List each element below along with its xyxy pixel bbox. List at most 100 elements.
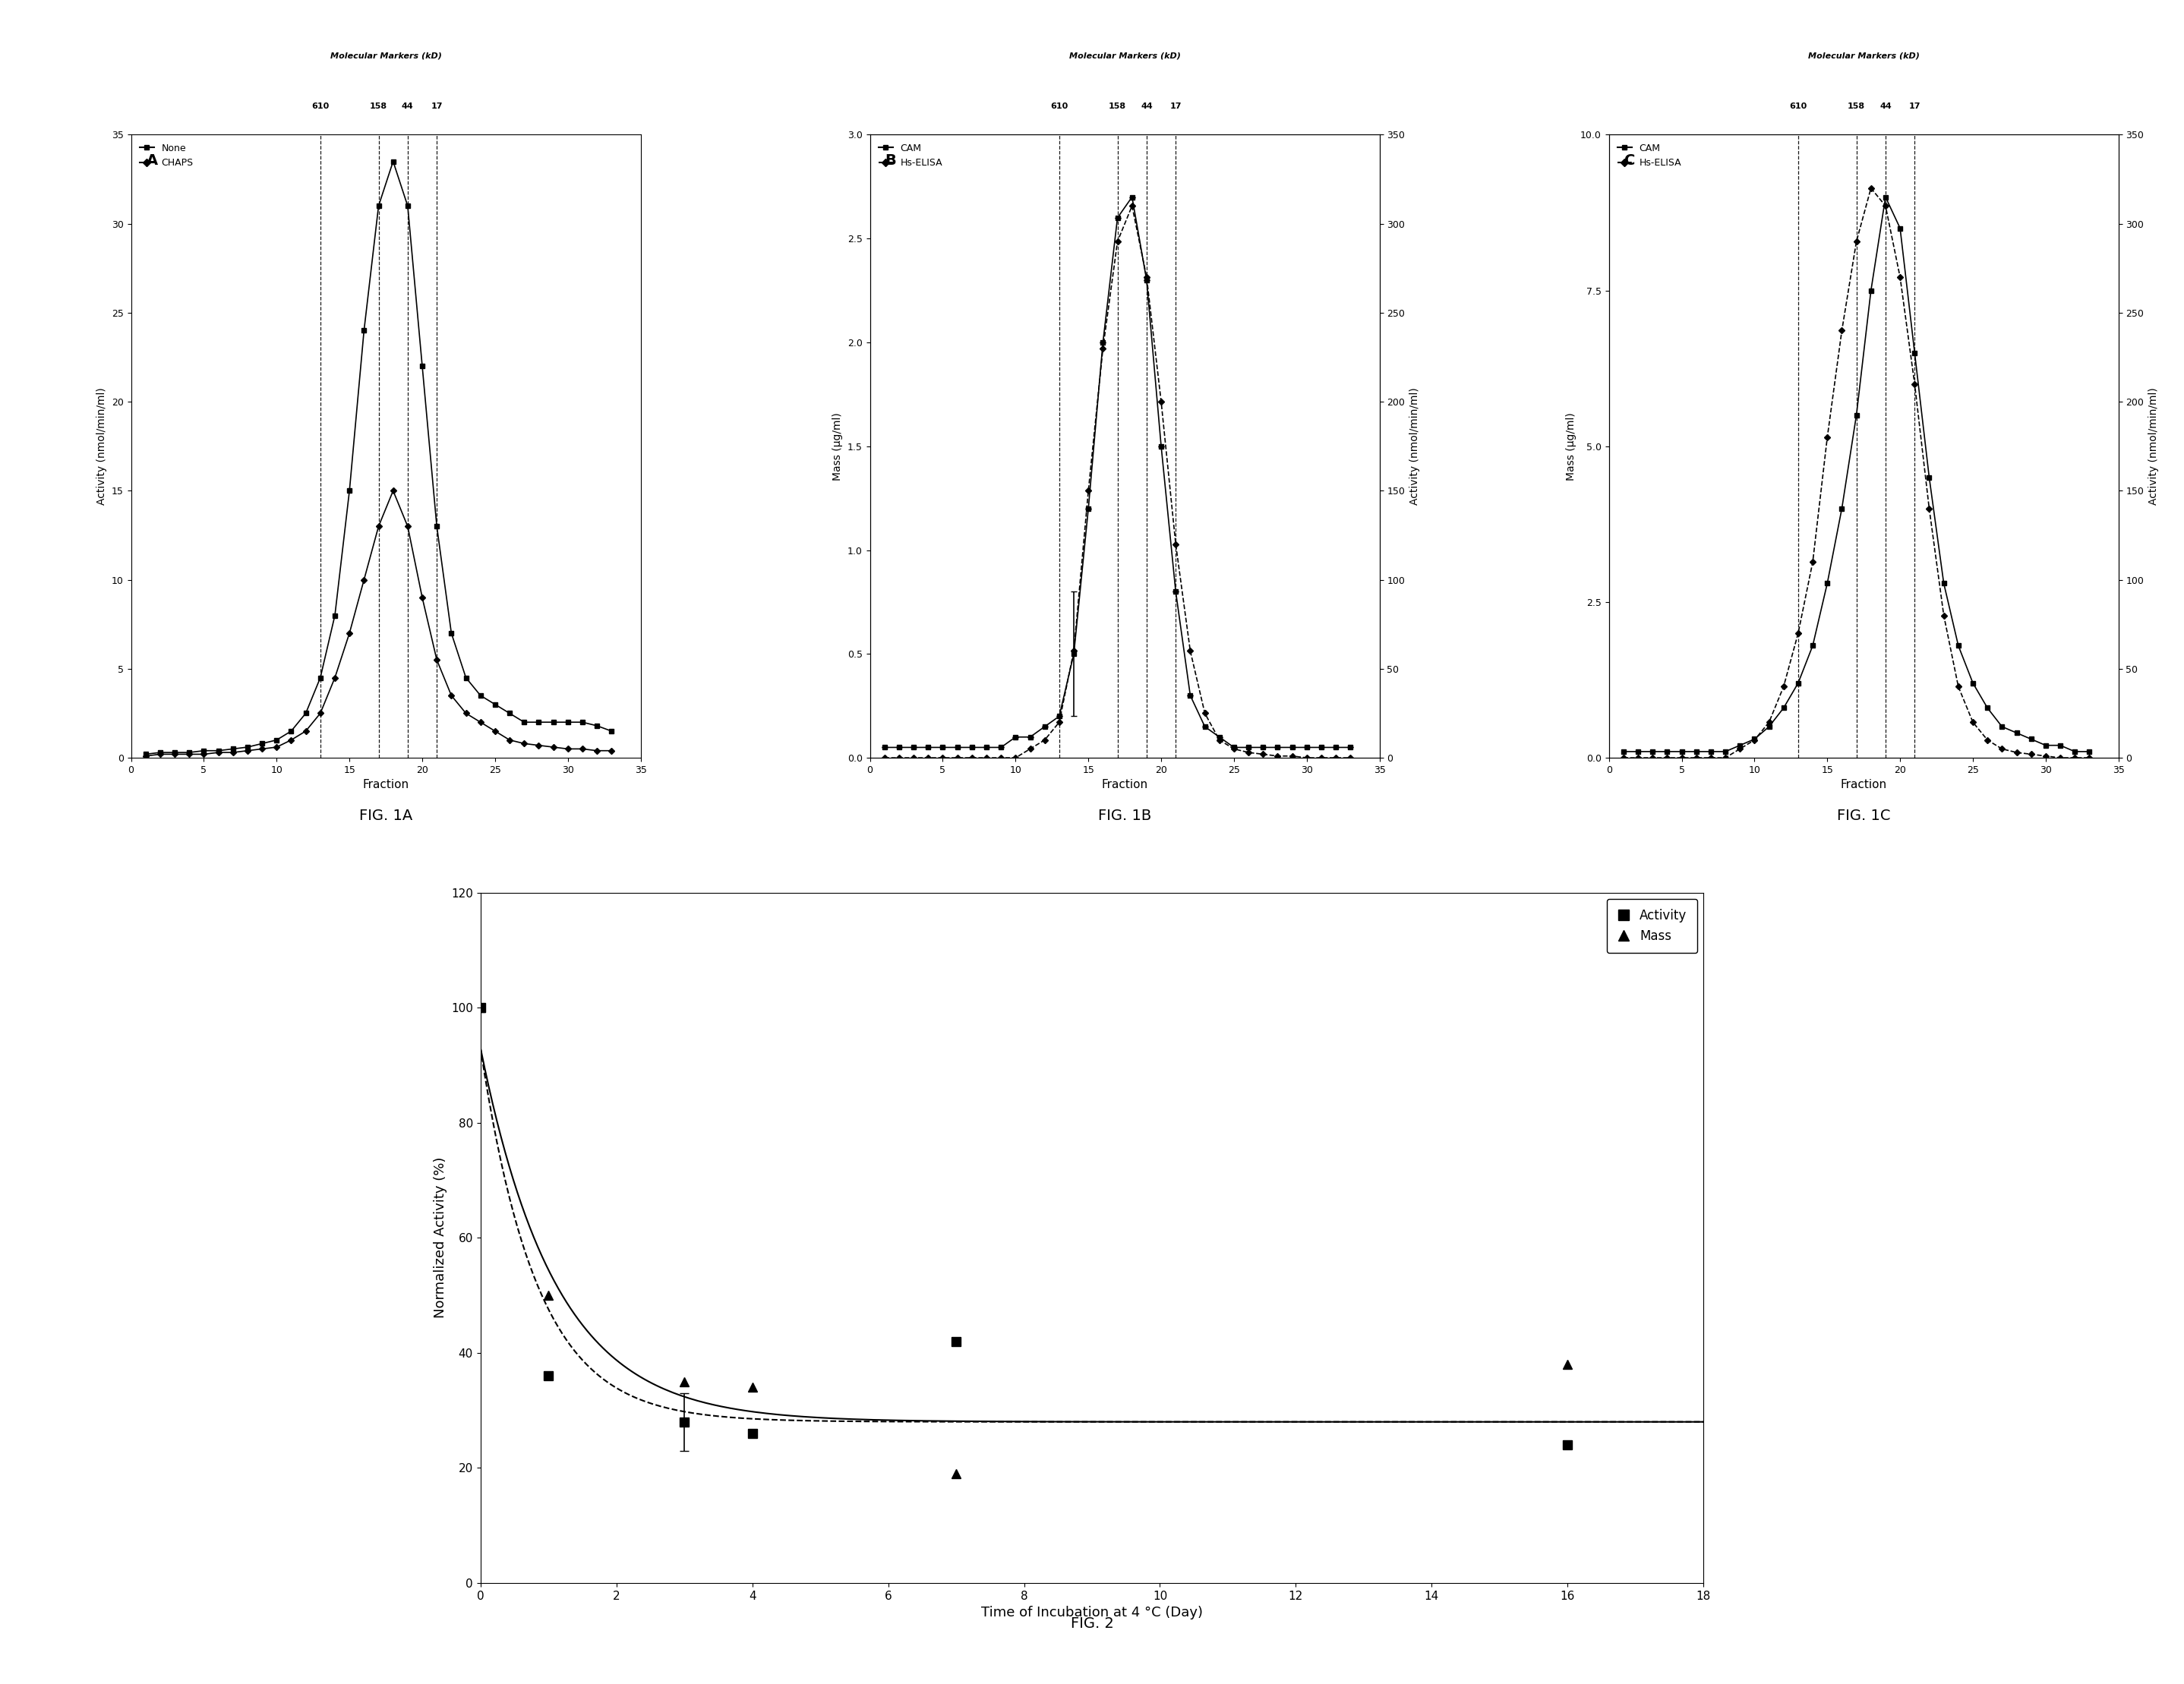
Hs-ELISA	[2003, 743, 2029, 763]
Legend: None, CHAPS: None, CHAPS	[135, 140, 197, 172]
Hs-ELISA	[1771, 677, 1797, 697]
None	[424, 517, 450, 537]
Hs-ELISA	[1192, 704, 1219, 724]
CHAPS	[264, 738, 290, 758]
CHAPS	[277, 729, 304, 749]
None	[570, 712, 596, 733]
Hs-ELISA	[1684, 748, 1710, 768]
Hs-ELISA	[1974, 729, 2001, 749]
None	[511, 712, 537, 733]
Text: B: B	[885, 153, 895, 168]
CHAPS	[598, 741, 625, 761]
CHAPS	[380, 480, 406, 500]
None	[365, 195, 391, 216]
Hs-ELISA	[1324, 748, 1350, 768]
Text: 44: 44	[1880, 103, 1891, 109]
Hs-ELISA	[1697, 748, 1723, 768]
Hs-ELISA	[915, 748, 941, 768]
Hs-ELISA	[1728, 739, 1754, 759]
CHAPS	[408, 588, 435, 608]
CAM	[1756, 717, 1782, 738]
Line: Hs-ELISA: Hs-ELISA	[1621, 185, 2092, 759]
CAM	[1872, 187, 1898, 207]
Text: Molecular Markers (kD): Molecular Markers (kD)	[1068, 52, 1182, 61]
Hs-ELISA	[1887, 268, 1913, 288]
Mass	[738, 1378, 764, 1398]
Hs-ELISA	[1031, 729, 1057, 749]
None	[467, 685, 494, 706]
Text: 44: 44	[1140, 103, 1153, 109]
Hs-ELISA	[1337, 748, 1363, 768]
None	[526, 712, 553, 733]
Hs-ELISA	[1640, 748, 1666, 768]
Text: Molecular Markers (kD): Molecular Markers (kD)	[330, 52, 441, 61]
None	[598, 721, 625, 741]
X-axis label: Fraction: Fraction	[363, 780, 408, 791]
Hs-ELISA	[930, 748, 957, 768]
CAM	[1887, 217, 1913, 237]
Text: 17: 17	[1909, 103, 1920, 109]
Mass	[535, 1285, 561, 1305]
Hs-ELISA	[1756, 712, 1782, 733]
CHAPS	[234, 741, 260, 761]
Mass	[1555, 1354, 1581, 1374]
Hs-ELISA	[2077, 748, 2103, 768]
Hs-ELISA	[1872, 195, 1898, 216]
CAM	[1610, 741, 1636, 761]
CAM	[2077, 741, 2103, 761]
CHAPS	[308, 704, 334, 724]
CAM	[2046, 736, 2073, 756]
Legend: Activity, Mass: Activity, Mass	[1607, 899, 1697, 953]
None	[408, 355, 435, 376]
Hs-ELISA	[1177, 642, 1203, 662]
CAM	[1771, 697, 1797, 717]
Text: 610: 610	[312, 103, 330, 109]
Y-axis label: Mass (μg/ml): Mass (μg/ml)	[1566, 413, 1577, 480]
Hs-ELISA	[900, 748, 926, 768]
None	[336, 480, 363, 500]
None	[308, 667, 334, 687]
CAM	[1931, 573, 1957, 593]
CAM	[1843, 404, 1870, 424]
CHAPS	[365, 517, 391, 537]
Hs-ELISA	[1280, 746, 1306, 766]
CHAPS	[221, 743, 247, 763]
Text: Molecular Markers (kD): Molecular Markers (kD)	[1808, 52, 1920, 61]
Hs-ELISA	[1610, 748, 1636, 768]
CHAPS	[293, 721, 319, 741]
Hs-ELISA	[1800, 552, 1826, 573]
Legend: CAM, Hs-ELISA: CAM, Hs-ELISA	[876, 140, 946, 172]
None	[539, 712, 566, 733]
CAM	[1946, 635, 1972, 655]
Hs-ELISA	[1293, 748, 1319, 768]
CHAPS	[583, 741, 609, 761]
None	[234, 738, 260, 758]
Hs-ELISA	[1002, 748, 1029, 768]
Mass	[943, 1463, 970, 1484]
None	[452, 667, 478, 687]
Hs-ELISA	[1990, 739, 2016, 759]
Hs-ELISA	[1669, 748, 1695, 768]
Hs-ELISA	[1625, 748, 1651, 768]
Mass	[467, 997, 494, 1017]
CAM	[1828, 498, 1854, 519]
CHAPS	[439, 685, 465, 706]
CAM	[1684, 741, 1710, 761]
Mass	[670, 1371, 697, 1391]
CHAPS	[395, 517, 422, 537]
Line: None: None	[144, 160, 614, 756]
CAM	[1974, 697, 2001, 717]
CAM	[1741, 729, 1767, 749]
Hs-ELISA	[1959, 712, 1985, 733]
CAM	[1653, 741, 1679, 761]
None	[146, 743, 173, 763]
None	[321, 605, 347, 625]
Hs-ELISA	[1018, 739, 1044, 759]
X-axis label: Fraction: Fraction	[1101, 780, 1149, 791]
None	[277, 721, 304, 741]
CHAPS	[467, 712, 494, 733]
Hs-ELISA	[1915, 498, 1942, 519]
CAM	[1990, 717, 2016, 738]
Line: Mass: Mass	[476, 1004, 1572, 1479]
CAM	[1697, 741, 1723, 761]
